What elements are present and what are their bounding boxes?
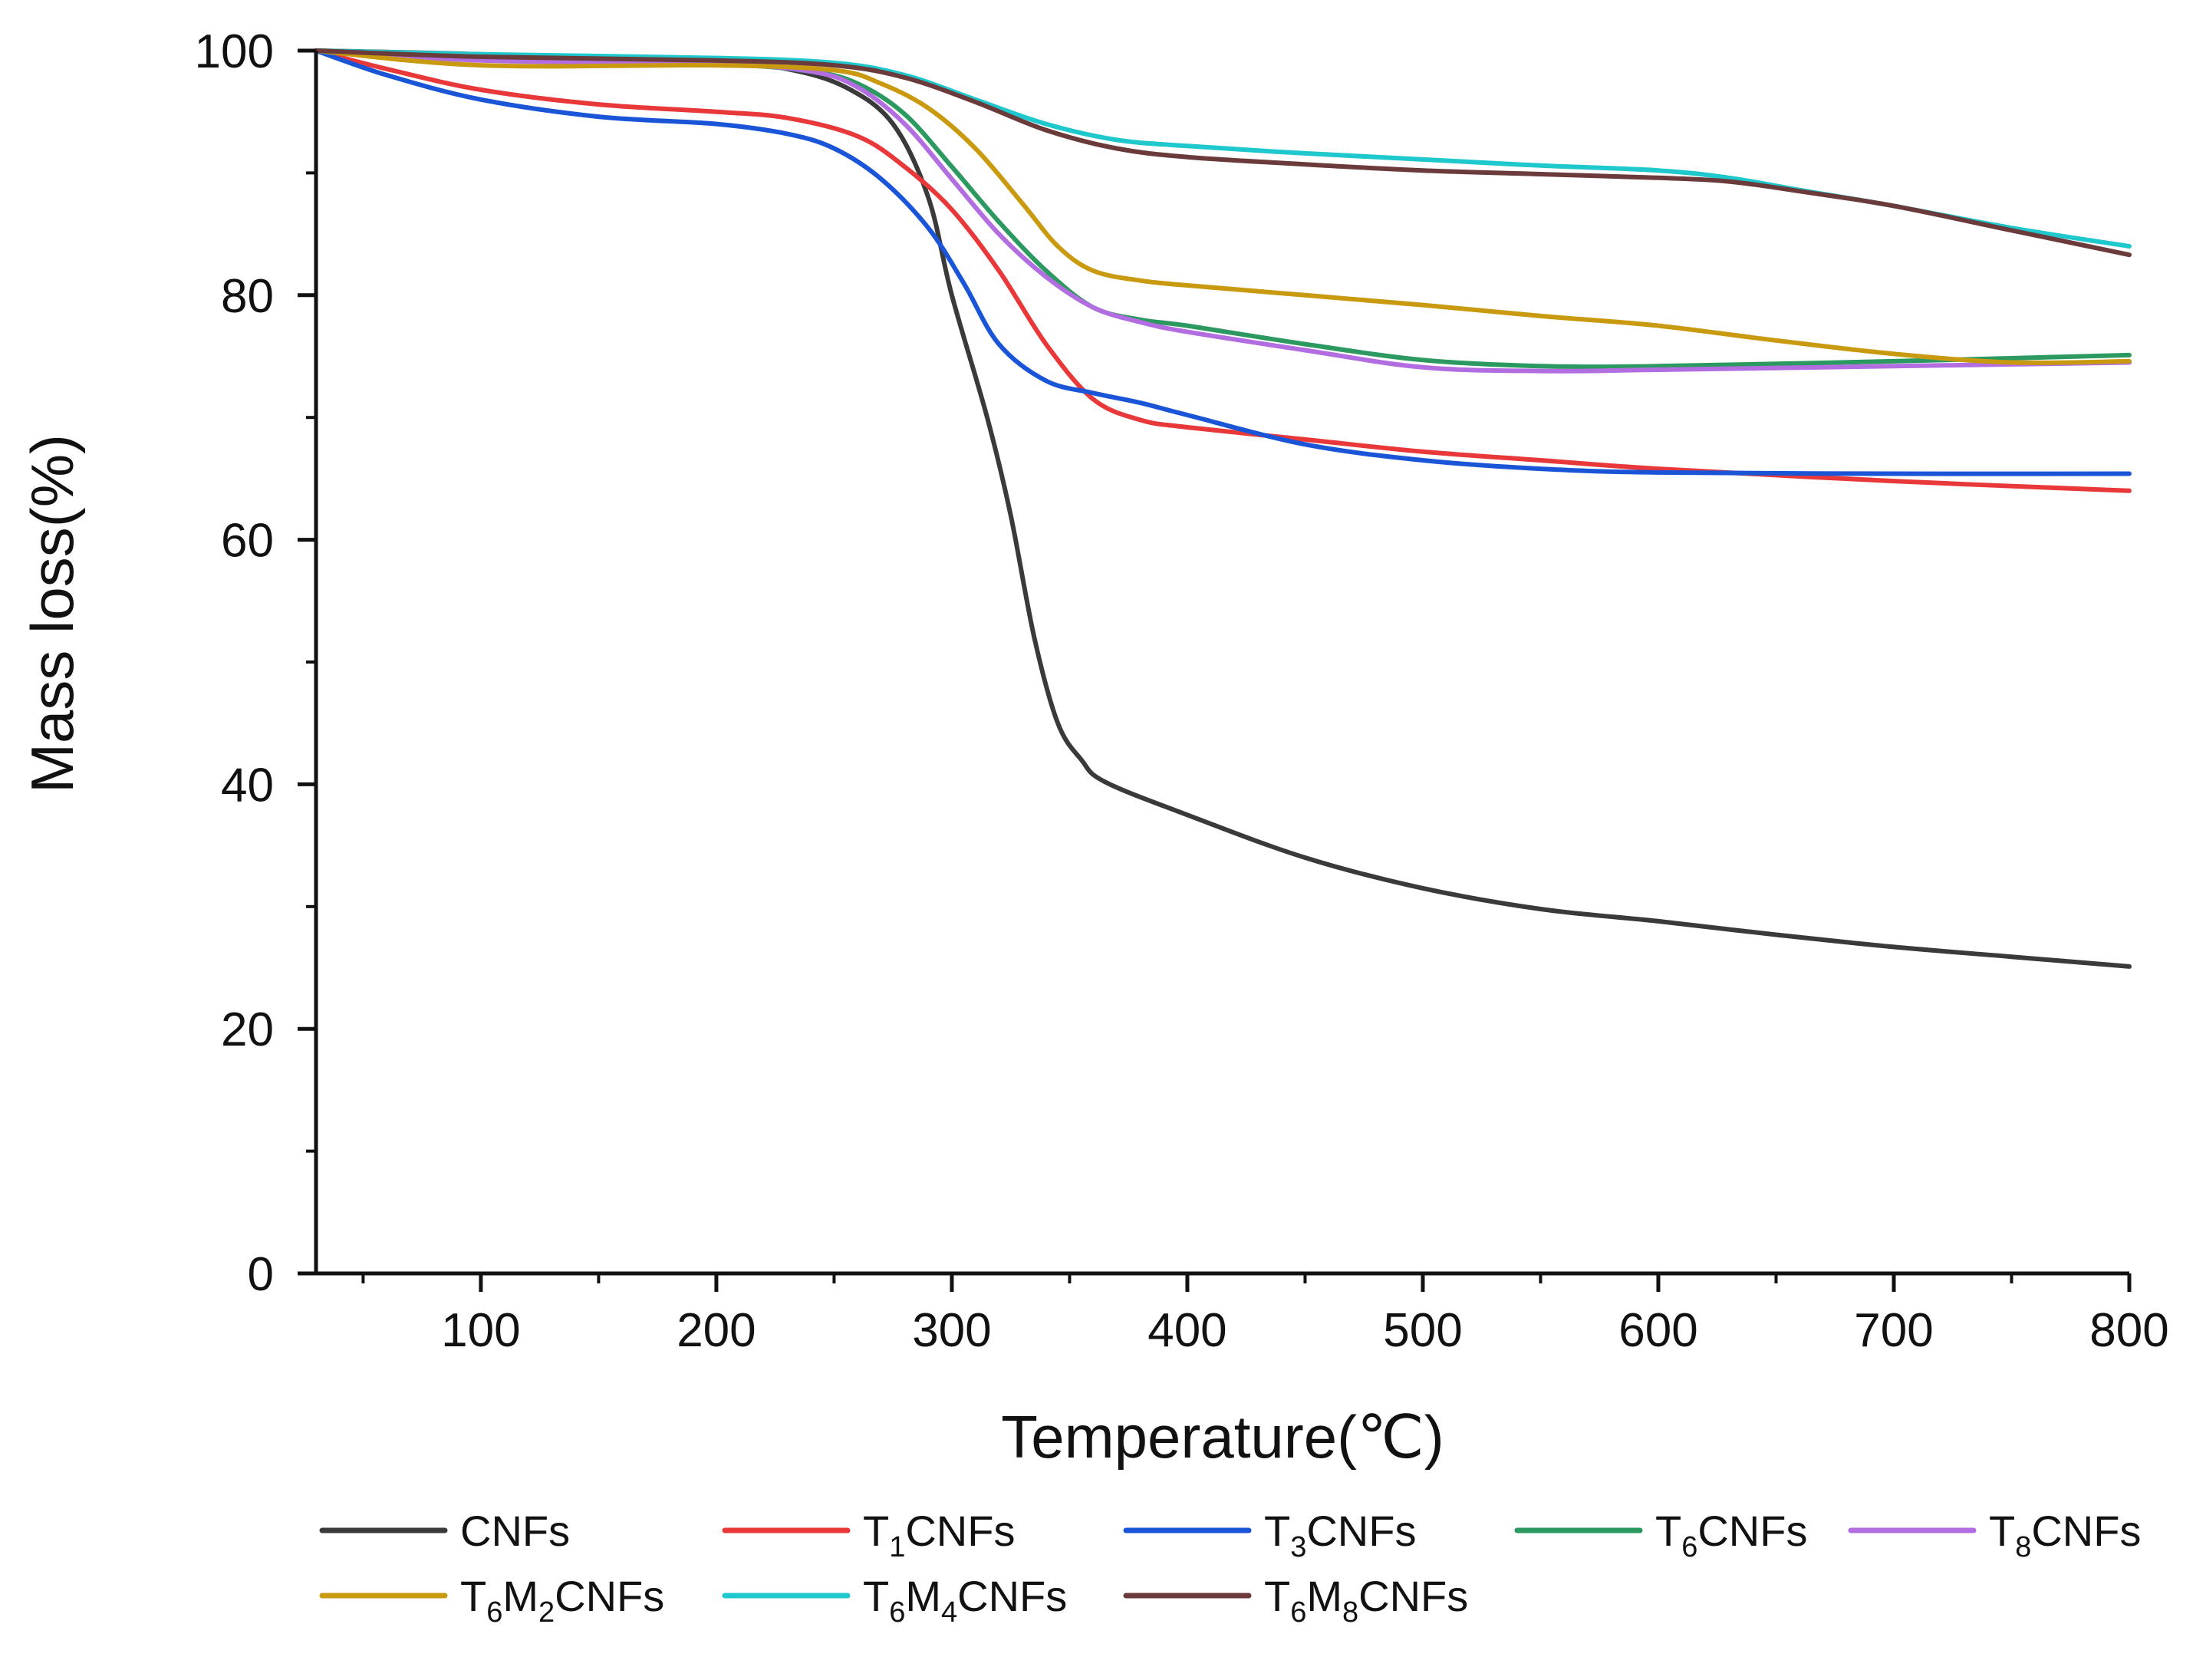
y-tick-label: 100 <box>195 25 274 78</box>
series-line-T6M8CNFs <box>314 48 2132 258</box>
x-tick-label: 300 <box>912 1304 991 1357</box>
series-line-T6M4CNFs <box>314 48 2132 249</box>
x-tick-label: 500 <box>1383 1304 1462 1357</box>
legend-label: T1CNFs <box>863 1507 1015 1563</box>
y-axis-title: Mass loss(%) <box>18 434 86 793</box>
y-tick-label: 60 <box>221 515 274 568</box>
y-tick-label: 20 <box>221 1003 274 1056</box>
legend-item-T8CNFs: T8CNFs <box>1848 1507 2141 1563</box>
x-tick-label: 100 <box>441 1304 520 1357</box>
series-line-CNFs <box>314 48 2132 969</box>
x-tick-label: 200 <box>677 1304 756 1357</box>
legend-item-T3CNFs: T3CNFs <box>1123 1507 1416 1563</box>
legend-label: T6M2CNFs <box>460 1572 664 1629</box>
legend-label: T3CNFs <box>1264 1507 1416 1563</box>
ticks <box>298 48 2132 1292</box>
legend: CNFs T1CNFs T3CNFs T6CNFs T8CNFs T6M2CNFs T6M4… <box>319 1507 2141 1629</box>
plot-lines <box>314 48 2132 969</box>
legend-label: CNFs <box>460 1507 570 1555</box>
legend-label: T6CNFs <box>1655 1507 1807 1563</box>
y-tick-label: 0 <box>248 1248 274 1301</box>
series-line-T6CNFs <box>314 48 2132 370</box>
legend-item-T6M2CNFs: T6M2CNFs <box>319 1572 664 1629</box>
y-tick-label: 40 <box>221 759 274 812</box>
legend-item-T6CNFs: T6CNFs <box>1514 1507 1807 1563</box>
legend-label: T6M4CNFs <box>863 1572 1067 1629</box>
tick-labels: 100 200 300 400 500 600 700 800 0 20 40 60 80 100 <box>195 25 2169 1357</box>
series-line-T1CNFs <box>314 48 2132 493</box>
series-line-T6M2CNFs <box>314 48 2132 365</box>
y-tick-label: 80 <box>221 270 274 323</box>
legend-item-T6M8CNFs: T6M8CNFs <box>1123 1572 1468 1629</box>
legend-label: T6M8CNFs <box>1264 1572 1468 1629</box>
series-line-T8CNFs <box>314 48 2132 374</box>
x-tick-label: 400 <box>1147 1304 1226 1357</box>
x-axis-title: Temperature(℃) <box>1001 1403 1444 1471</box>
legend-item-T6M4CNFs: T6M4CNFs <box>722 1572 1067 1629</box>
legend-item-T1CNFs: T1CNFs <box>722 1507 1015 1563</box>
legend-label: T8CNFs <box>1989 1507 2141 1563</box>
x-tick-label: 700 <box>1854 1304 1933 1357</box>
x-tick-label: 600 <box>1618 1304 1697 1357</box>
axes <box>314 51 2129 1276</box>
legend-item-CNFs: CNFs <box>319 1507 570 1555</box>
series-line-T3CNFs <box>314 48 2132 476</box>
x-tick-label: 800 <box>2089 1304 2168 1357</box>
